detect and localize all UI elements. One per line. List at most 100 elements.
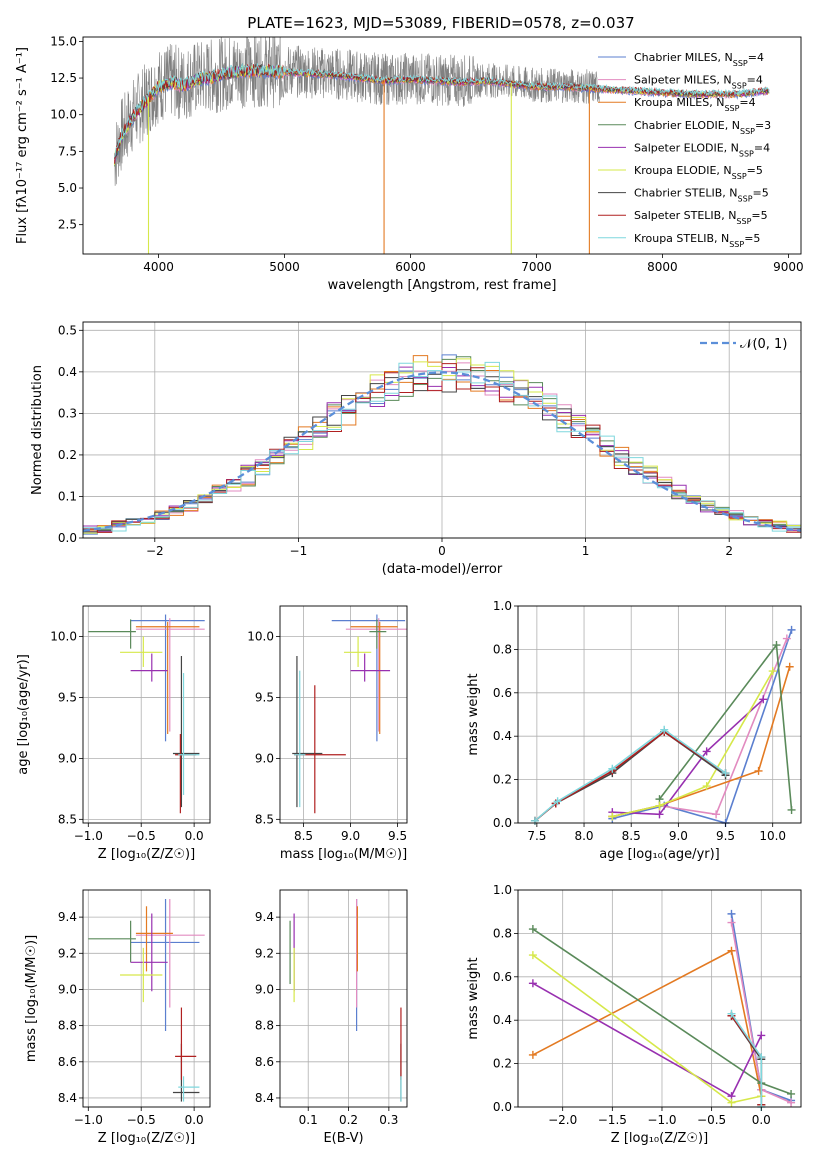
gaussian-curve [83,371,801,532]
y-tick-label: 8.8 [58,1019,77,1033]
x-tick-label: 2 [725,544,733,558]
x-tick-label: 8.0 [574,829,593,843]
y-tick-label: 8.6 [255,1055,274,1069]
weight-line [612,670,774,818]
y-tick-label: 1.0 [493,599,512,613]
weight-marker [727,1009,736,1018]
weight-marker [655,801,664,810]
x-tick-label: 6000 [395,260,426,274]
x-tick-label: 9.0 [341,829,360,843]
y-tick-label: 10.0 [247,629,274,643]
weight-marker [768,667,777,676]
y-tick-label: 10.0 [50,629,77,643]
x-tick-label: −1.0 [647,1113,676,1127]
y-tick-label: 9.0 [58,982,77,996]
weight-marker [528,925,537,934]
weight-vs-age-panel: 7.5 8.0 8.5 9.0 9.5 10.0 0.0 0.2 0.4 0.6 0.8 1.0 age… [466,599,802,862]
age-vs-mass-panel: 8.5 9.0 9.5 8.5 9.0 9.5 10.0 mass [log₁₀(M/M☉)] [247,605,408,862]
x-tick-label: −0.5 [127,1113,156,1127]
x-tick-label: −1 [290,544,308,558]
x-tick-label: −1.5 [598,1113,627,1127]
x-tick-label: 9000 [773,260,804,274]
weight-marker [787,805,796,814]
chart-title: PLATE=1623, MJD=53089, FIBERID=0578, z=0… [247,14,634,32]
y-tick-label: 0.2 [493,1057,512,1071]
y-tick-label: 8.5 [255,812,274,826]
x-tick-label: 8.5 [622,829,641,843]
y-tick-label: 0.8 [493,926,512,940]
weight-marker [757,1053,766,1062]
axes-frame [279,605,408,824]
y-tick-label: 5.0 [58,181,77,195]
weight-marker [721,769,730,778]
y-tick-label: 0.4 [493,1013,512,1027]
weight-marker [608,764,617,773]
weight-line [534,730,726,822]
y-tick-label: 0.3 [58,406,77,420]
weight-vs-Z-panel: −2.0 −1.5 −1.0 −0.5 0.0 0.0 0.2 0.4 0.6 0.8 1.0 Z [… [466,883,802,1146]
x-tick-label: 4000 [143,260,174,274]
y-tick-label: 9.4 [255,910,274,924]
y-axis-label: Normed distribution [30,365,45,495]
legend-label: Kroupa STELIB, NSSP=5 [634,232,760,249]
y-tick-label: 0.0 [493,816,512,830]
y-tick-label: 0.0 [493,1100,512,1114]
weight-marker [528,979,537,988]
legend-label: Salpeter ELODIE, NSSP=4 [634,141,770,158]
weight-marker [787,625,796,634]
spectrum-legend: Chabrier MILES, NSSP=4 Salpeter MILES, NS… [598,51,771,248]
mass-vs-ebv-panel: 0.1 0.2 0.3 8.4 8.6 8.8 9.0 9.2 9.4 E(B-V) [255,889,408,1146]
x-tick-label: 8.5 [294,829,313,843]
y-axis-label: mass weight [466,957,481,1039]
y-tick-label: 0.6 [493,970,512,984]
weight-line [534,728,726,822]
weight-line [532,949,763,1097]
y-tick-label: 0.0 [58,531,77,545]
legend-label: Chabrier STELIB, NSSP=5 [634,187,769,204]
y-tick-label: 8.8 [255,1019,274,1033]
y-tick-label: 9.2 [255,946,274,960]
weight-marker [727,909,736,918]
x-tick-label: 1 [582,544,590,558]
plot-area [528,909,796,1111]
observed-spectrum [114,37,600,186]
x-tick-label: 0.3 [379,1113,398,1127]
x-tick-label: −1.0 [74,829,103,843]
y-tick-label: 8.6 [58,1055,77,1069]
x-tick-label: −1.0 [74,1113,103,1127]
weight-marker [702,782,711,791]
x-axis-label: age [log₁₀(age/yr)] [599,847,720,862]
weight-marker [754,766,763,775]
weight-marker [553,797,562,806]
legend-label: Salpeter MILES, NSSP=4 [634,74,763,91]
y-tick-label: 0.4 [58,365,77,379]
y-tick-label: 12.5 [50,71,77,85]
y-tick-label: 2.5 [58,218,77,232]
y-tick-label: 9.0 [255,982,274,996]
plot-area [530,625,796,827]
y-tick-label: 9.2 [58,946,77,960]
y-axis-label: age [log₁₀(age/yr)] [16,654,31,775]
axes-frame [279,889,408,1108]
legend-label: Kroupa MILES, NSSP=4 [634,96,756,113]
y-tick-label: 0.2 [493,773,512,787]
y-axis-label: mass [log₁₀(M/M☉)] [24,935,39,1062]
x-tick-label: 8000 [647,260,678,274]
x-axis-label: E(B-V) [323,1131,363,1146]
y-tick-label: 8.4 [58,1091,77,1105]
weight-marker [727,918,736,927]
spectrum-panel: 4000 5000 6000 7000 8000 9000 2.5 5.0 7.5 10.0 12.… [15,34,804,293]
x-axis-label: Z [log₁₀(Z/Z☉)] [98,847,195,862]
y-tick-label: 0.8 [493,642,512,656]
y-tick-label: 9.0 [58,751,77,765]
x-axis-label: wavelength [Angstrom, rest frame] [328,278,557,293]
model-spectrum-line [114,62,770,158]
y-axis-label: Flux [fλ10⁻¹⁷ erg cm⁻² s⁻¹ A⁻¹] [15,47,30,244]
y-tick-label: 8.5 [58,812,77,826]
y-tick-label: 0.5 [58,323,77,337]
x-tick-label: 0 [438,544,446,558]
weight-marker [528,1050,537,1059]
weight-line [532,954,762,1104]
x-axis-label: Z [log₁₀(Z/Z☉)] [611,1131,708,1146]
